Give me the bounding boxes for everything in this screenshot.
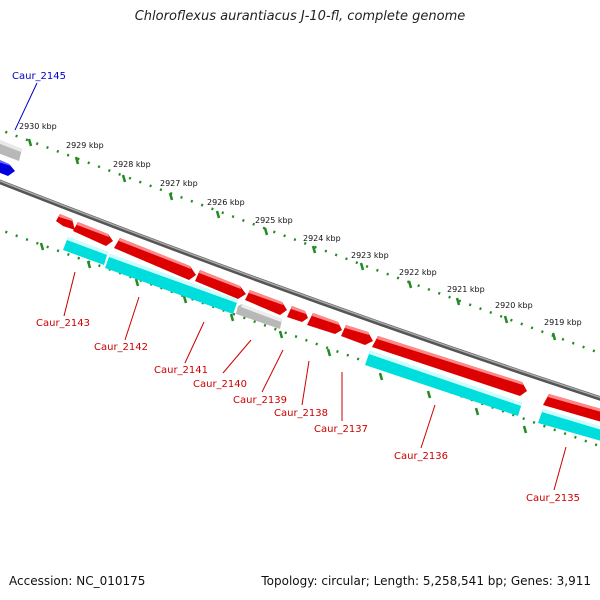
gene-label-caur-2138: Caur_2138 [274, 408, 328, 419]
feature-caur-2137 [341, 325, 373, 345]
feature-caur-2143b [73, 222, 113, 246]
feature-caur-2143 [56, 214, 75, 230]
kbp-label: 2928 kbp [113, 160, 151, 169]
gene-label-caur-2141: Caur_2141 [154, 365, 208, 376]
feature-caur-2141 [195, 270, 246, 299]
kbp-label: 2925 kbp [255, 216, 293, 225]
feature-caur-2135-rev [538, 409, 600, 441]
forward-cds-track [56, 214, 600, 422]
kbp-label: 2921 kbp [447, 285, 485, 294]
accession-text: Accession: NC_010175 [9, 574, 146, 588]
feature-caur-2142 [114, 238, 196, 280]
feature-grey-mid [236, 304, 282, 329]
feature-grey-top [0, 140, 22, 161]
feature-caur-2142-rev [105, 254, 238, 314]
feature-caur-2136 [372, 336, 527, 396]
kbp-label: 2920 kbp [495, 301, 533, 310]
feature-caur-2145 [0, 160, 15, 176]
kbp-label: 2923 kbp [351, 251, 389, 260]
kbp-label: 2919 kbp [544, 318, 582, 327]
gene-label-caur-2135: Caur_2135 [526, 493, 580, 504]
kbp-label: 2926 kbp [207, 198, 245, 207]
kbp-label: 2930 kbp [19, 122, 57, 131]
gene-label-caur-2143: Caur_2143 [36, 318, 90, 329]
topology-text: Topology: circular; Length: 5,258,541 bp… [261, 574, 591, 588]
feature-caur-2139 [287, 306, 308, 322]
feature-caur-2136-rev [365, 351, 522, 416]
kbp-label: 2927 kbp [160, 179, 198, 188]
kbp-label: 2924 kbp [303, 234, 341, 243]
feature-caur-2143-rev [63, 237, 108, 265]
genome-title: Chloroflexus aurantiacus J-10-fl, comple… [134, 9, 466, 24]
reverse-cds-track [63, 237, 600, 441]
gene-labels: Caur_2145 Caur_2143 Caur_2142 Caur_2141 … [12, 71, 580, 504]
kbp-label: 2922 kbp [399, 268, 437, 277]
label-leaders [14, 82, 567, 491]
inner-kbp-ticks [39, 242, 528, 434]
gene-label-caur-2136: Caur_2136 [394, 451, 448, 462]
genome-backbone [0, 179, 600, 401]
kbp-labels: 2930 kbp 2929 kbp 2928 kbp 2927 kbp 2926… [19, 122, 582, 327]
gene-label-caur-2139: Caur_2139 [233, 395, 287, 406]
feature-caur-2138 [307, 313, 342, 334]
inner-tick-track [0, 228, 600, 448]
gene-label-caur-2140: Caur_2140 [193, 379, 247, 390]
gene-label-caur-2145: Caur_2145 [12, 71, 66, 82]
feature-caur-2140 [245, 290, 287, 315]
kbp-ticks [27, 138, 557, 341]
feature-caur-2135 [543, 394, 600, 422]
kbp-label: 2929 kbp [66, 141, 104, 150]
gene-label-caur-2137: Caur_2137 [314, 424, 368, 435]
gene-label-caur-2142: Caur_2142 [94, 342, 148, 353]
